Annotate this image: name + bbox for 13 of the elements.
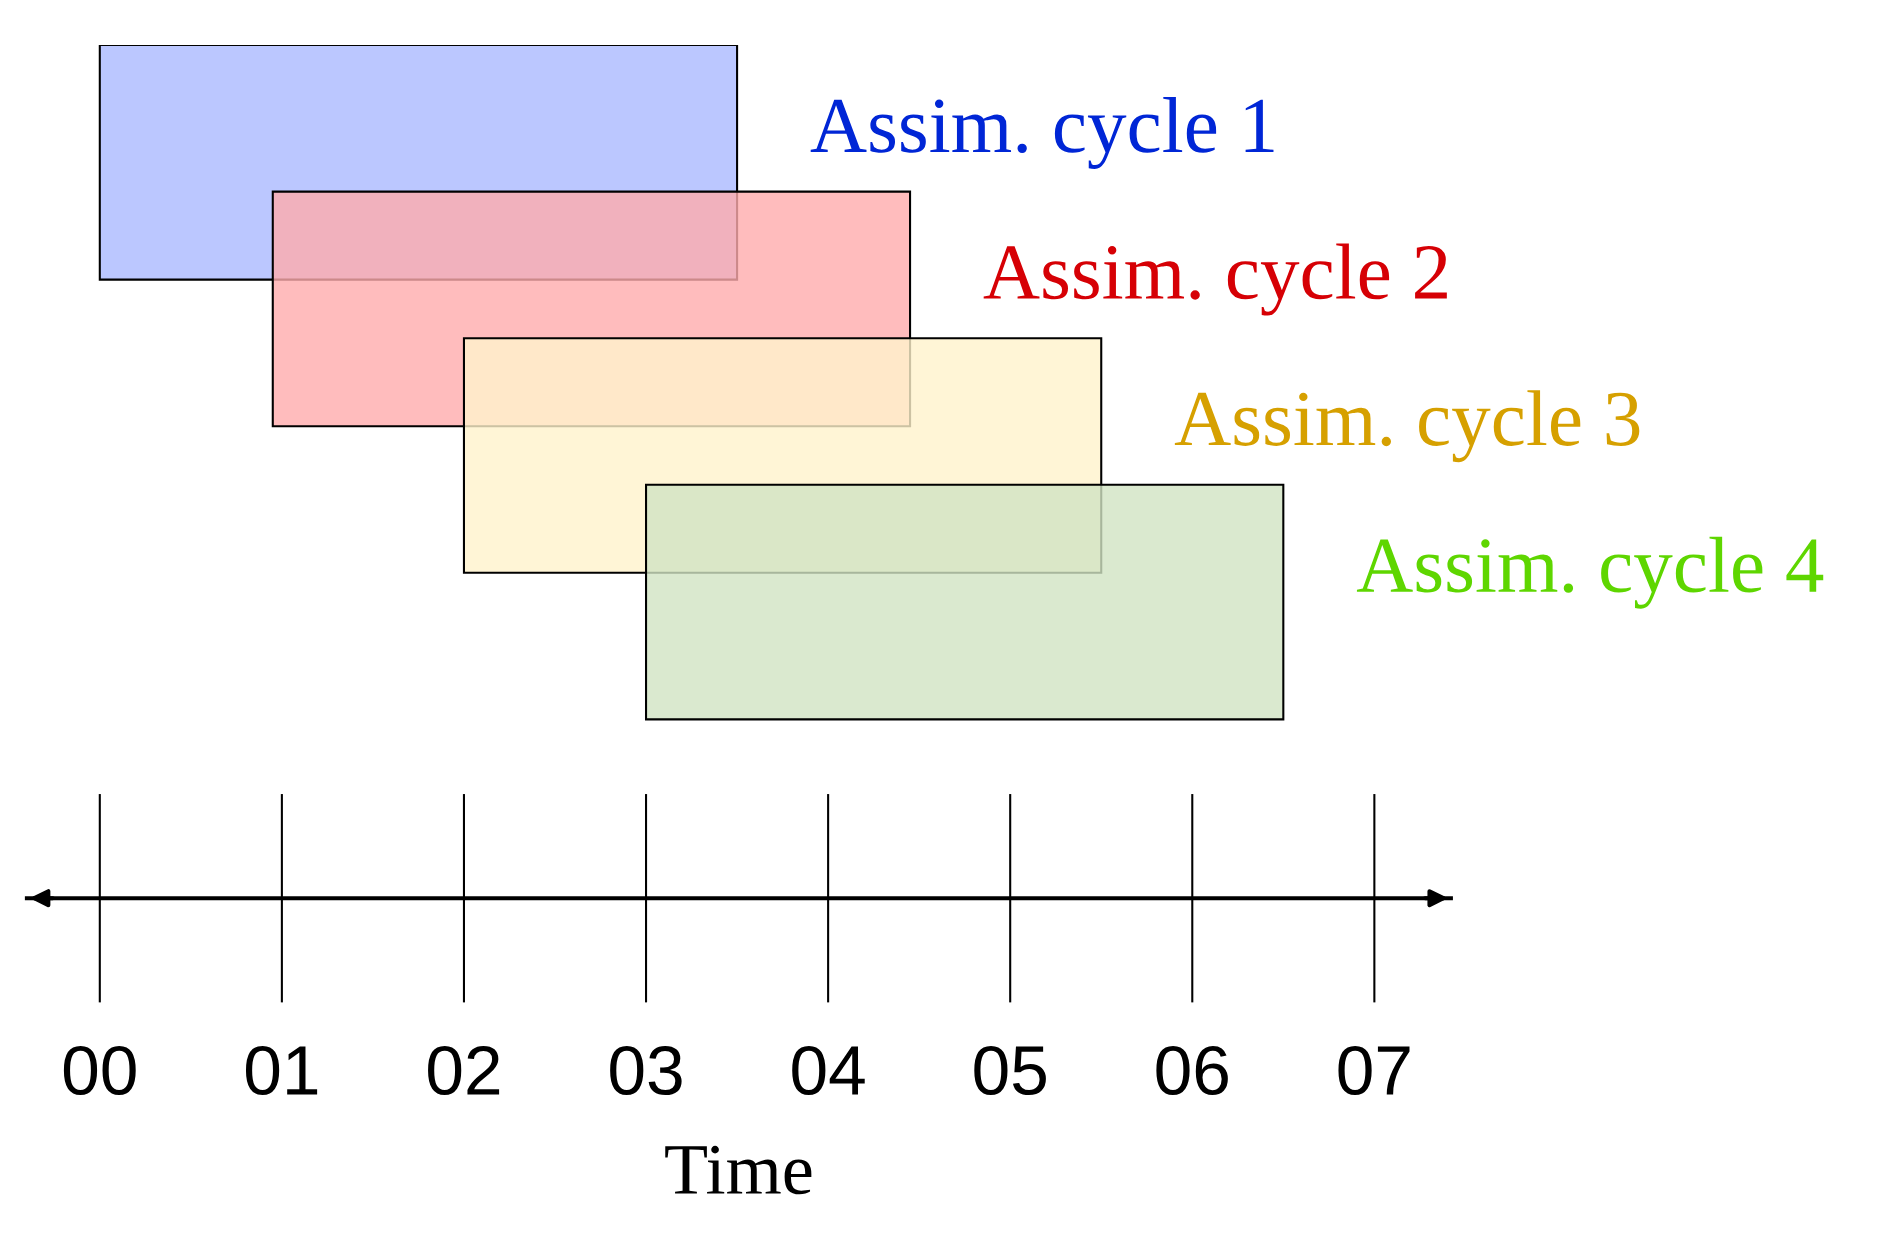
x-tick-label: 00	[63, 1045, 136, 1096]
x-tick-label: 07	[1338, 1045, 1410, 1096]
x-tick-label: 04	[792, 1045, 865, 1096]
x-tick-label: 05	[974, 1045, 1046, 1096]
x-tick-label: 06	[1156, 1045, 1228, 1096]
y-tick-label: Assim. cycle 4	[1356, 536, 1824, 609]
x-tick-label: 02	[428, 1045, 500, 1096]
x-axis-title: Time	[665, 1145, 812, 1195]
y-tick-label: Assim. cycle 3	[1174, 390, 1640, 463]
y-tick-label: Assim. cycle 2	[983, 243, 1447, 316]
x-tick-label: 01	[245, 1045, 318, 1096]
x-tick-label: 03	[610, 1045, 682, 1096]
y-tick-label: Assim. cycle 1	[810, 96, 1274, 169]
